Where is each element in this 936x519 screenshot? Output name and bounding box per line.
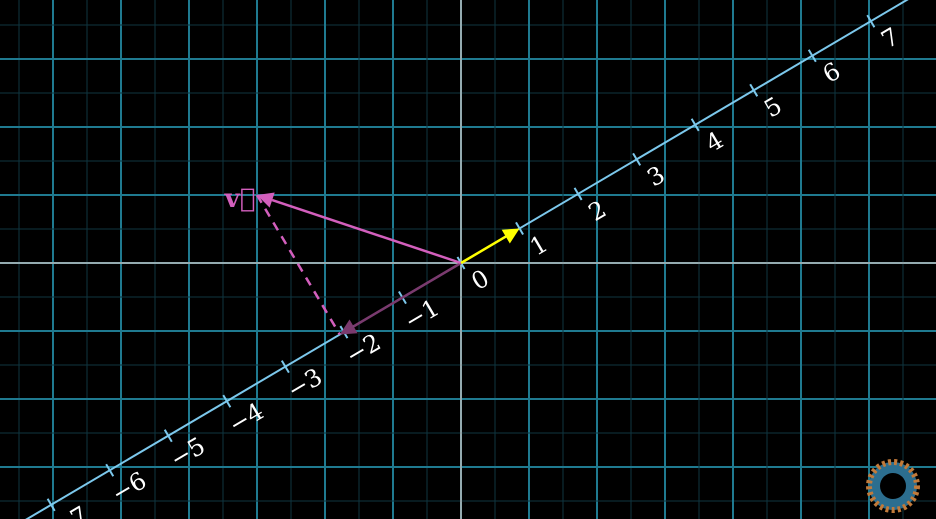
tick	[866, 14, 876, 28]
projection-line	[255, 194, 341, 336]
vector-v	[271, 198, 462, 265]
tick	[280, 360, 290, 374]
tick	[807, 49, 817, 63]
tick	[632, 152, 642, 166]
vector-v-head	[257, 192, 275, 208]
projection-vector-head	[339, 319, 358, 335]
tick	[749, 83, 759, 97]
tick	[690, 118, 700, 132]
tick	[105, 463, 115, 477]
tick	[46, 498, 56, 512]
vector-label: v⃗	[224, 184, 256, 214]
eye-icon	[866, 459, 920, 513]
projection-vector	[352, 261, 462, 328]
tick	[222, 394, 232, 408]
tick	[163, 429, 173, 443]
unit-vector	[460, 235, 507, 265]
tick	[573, 187, 583, 201]
unit-vector-head	[501, 228, 520, 244]
